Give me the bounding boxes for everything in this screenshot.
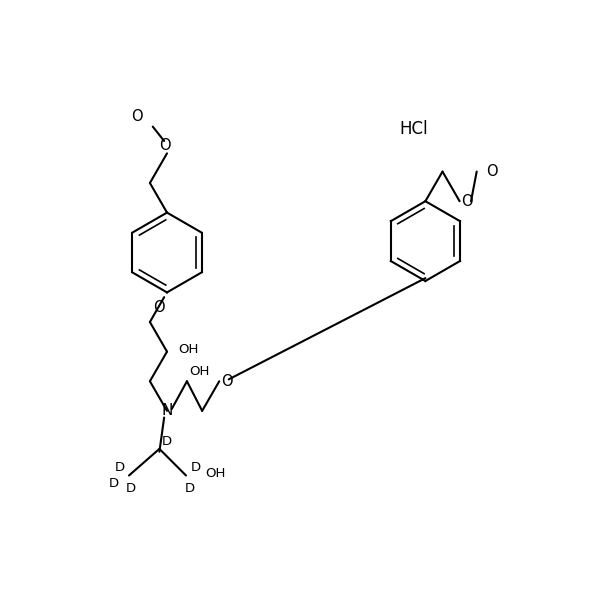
Text: OH: OH <box>189 365 209 378</box>
Text: HCl: HCl <box>400 120 428 138</box>
Text: D: D <box>162 435 172 448</box>
Text: OH: OH <box>205 467 226 480</box>
Text: N: N <box>161 403 173 418</box>
Text: O: O <box>486 164 498 179</box>
Text: D: D <box>185 482 195 495</box>
Text: O: O <box>152 300 164 315</box>
Text: O: O <box>131 109 142 124</box>
Text: D: D <box>190 461 200 475</box>
Text: D: D <box>126 482 136 495</box>
Text: O: O <box>159 138 171 153</box>
Text: D: D <box>115 461 125 475</box>
Text: OH: OH <box>178 343 199 356</box>
Text: O: O <box>221 374 233 389</box>
Text: O: O <box>461 194 473 209</box>
Text: D: D <box>109 476 119 490</box>
